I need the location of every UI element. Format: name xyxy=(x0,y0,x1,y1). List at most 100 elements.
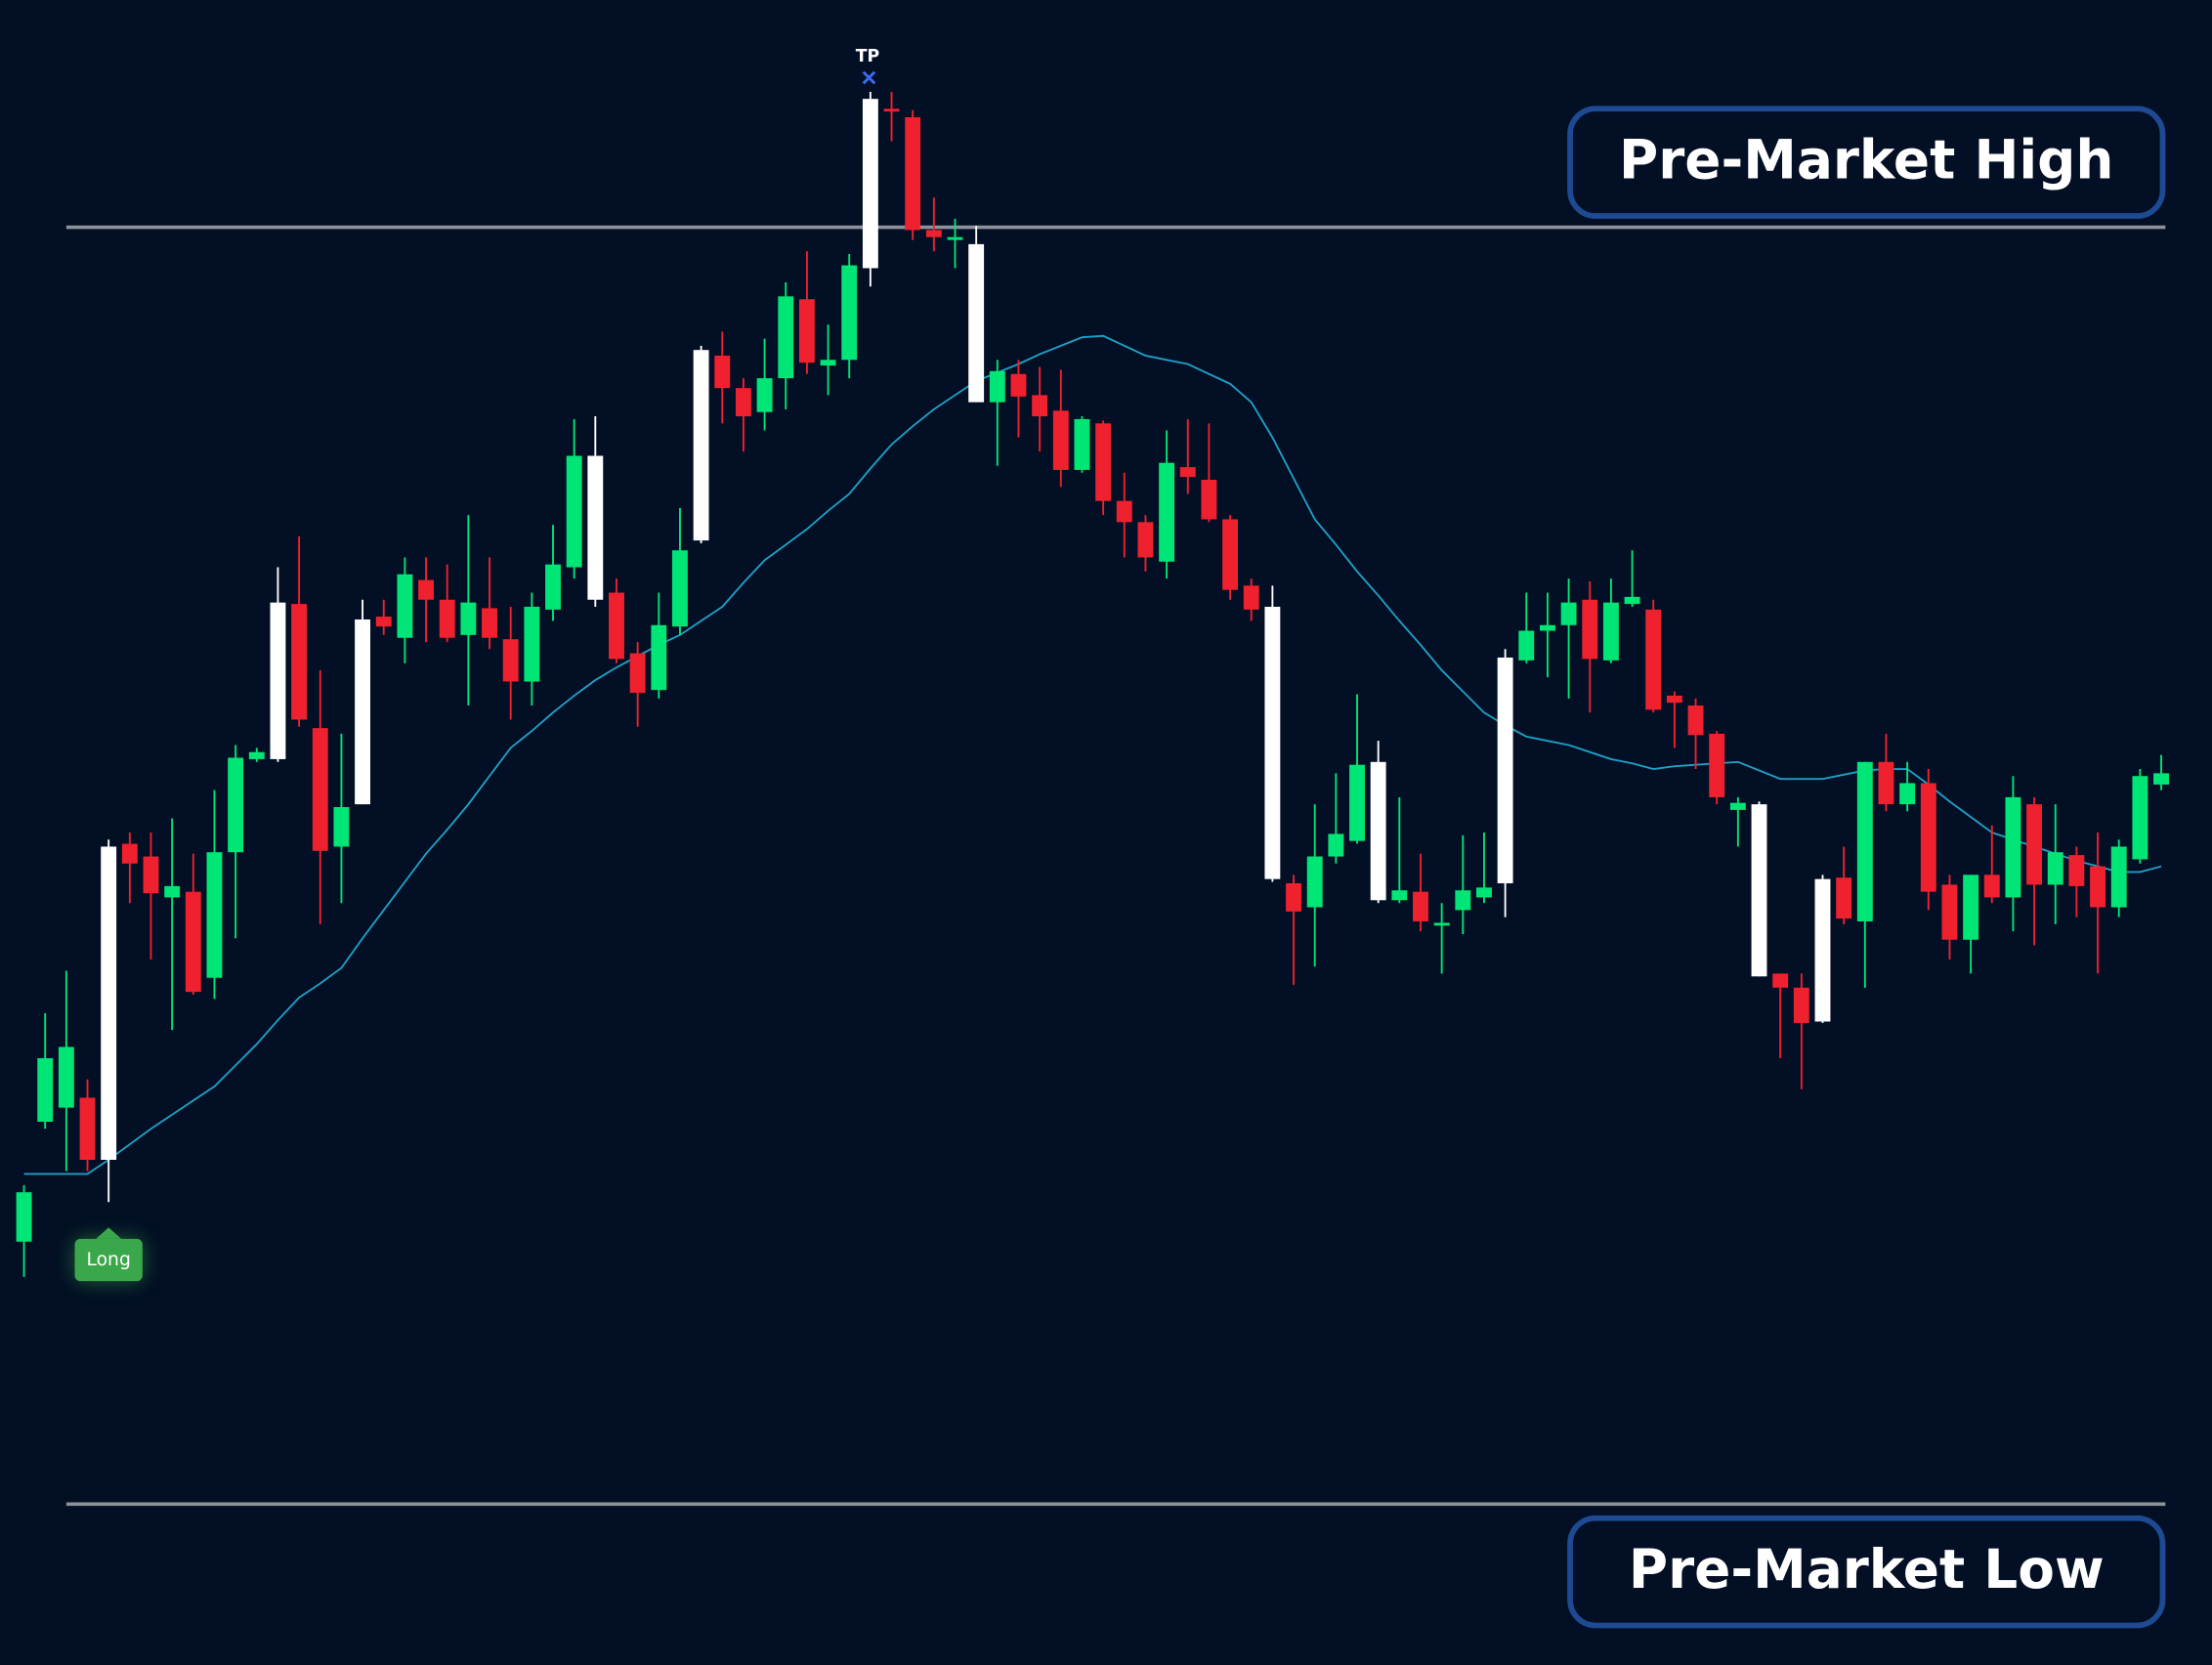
candle-body xyxy=(1624,596,1640,605)
level-box xyxy=(1567,106,2166,219)
candle-body xyxy=(1243,585,1259,610)
long-label: Long xyxy=(86,1250,130,1270)
moving-average xyxy=(23,334,2162,1175)
candle-body xyxy=(2090,866,2106,908)
candle-body xyxy=(101,846,117,1160)
candle-body xyxy=(460,602,477,635)
candle-body xyxy=(1560,602,1577,625)
candle-body xyxy=(1836,877,1852,919)
candle-body xyxy=(270,602,286,759)
candle-body xyxy=(37,1058,54,1122)
candle-body xyxy=(1095,423,1112,501)
candle-body xyxy=(968,243,985,403)
candle-body xyxy=(79,1097,96,1160)
candle-body xyxy=(1666,695,1682,704)
tp-marker xyxy=(862,70,876,85)
candle-body xyxy=(1010,373,1027,397)
candle-body xyxy=(1751,804,1767,977)
candle-body xyxy=(587,455,604,600)
candle-body xyxy=(1264,606,1281,879)
candle-body xyxy=(1306,856,1323,908)
candle-body xyxy=(355,619,371,805)
candle-body xyxy=(1687,705,1704,736)
candle-body xyxy=(2153,773,2169,785)
candle-body xyxy=(291,604,308,720)
candle-body xyxy=(1729,802,1746,810)
candle-body xyxy=(841,265,858,361)
candle-body xyxy=(693,350,709,541)
candle-body xyxy=(566,455,582,568)
candle-body xyxy=(735,388,751,417)
candle-body xyxy=(1413,891,1428,921)
candle-body xyxy=(947,236,963,240)
candle-body xyxy=(545,564,561,610)
candle-body xyxy=(862,99,878,269)
candle-body xyxy=(1602,602,1619,661)
level-box xyxy=(1567,1515,2166,1629)
candle-body xyxy=(651,624,667,691)
candle-body xyxy=(1539,624,1555,631)
candle-body xyxy=(1328,833,1344,857)
candle-body xyxy=(1709,733,1725,797)
candle-body xyxy=(2005,796,2021,898)
candle-body xyxy=(1137,522,1154,558)
candle-body xyxy=(418,579,434,600)
candle-body xyxy=(1433,922,1450,926)
candle-body xyxy=(1856,761,1873,921)
candle-body xyxy=(2068,855,2085,886)
candle-body xyxy=(1497,657,1513,883)
candle-body xyxy=(16,1192,32,1242)
candle-body xyxy=(1920,783,1936,892)
candle-body xyxy=(798,299,815,363)
candle-body xyxy=(439,599,455,638)
candle-body xyxy=(58,1046,74,1108)
candle-body xyxy=(609,592,624,660)
candle-body xyxy=(1814,878,1831,1022)
candle-body xyxy=(1878,761,1894,805)
candle-body xyxy=(228,757,244,853)
candle-body xyxy=(1032,395,1048,417)
candle-body xyxy=(1370,761,1386,901)
candle-body xyxy=(925,230,942,237)
candle-body xyxy=(1455,890,1471,911)
candle-body xyxy=(143,856,159,894)
candle-body xyxy=(1899,783,1916,805)
level-label: Pre-Market Low xyxy=(1629,1538,2105,1601)
candle-body xyxy=(164,885,181,898)
candle-body xyxy=(1286,882,1301,912)
candle-body xyxy=(1052,410,1069,470)
candle-body xyxy=(1391,890,1408,901)
candle-body xyxy=(714,355,731,389)
candle-body xyxy=(502,639,519,682)
candle-body xyxy=(2110,846,2127,908)
candle-body xyxy=(756,378,773,412)
candle-body xyxy=(1793,987,1809,1023)
candle-body xyxy=(1983,875,2000,898)
candle-body xyxy=(1222,519,1239,590)
candle-body xyxy=(121,843,138,864)
candle-body xyxy=(1201,480,1217,520)
candle-body xyxy=(375,617,392,627)
candle-body xyxy=(2132,776,2148,860)
candle-body xyxy=(672,550,688,627)
candle-body xyxy=(1074,418,1090,470)
candle-body xyxy=(1772,973,1789,988)
candle-body xyxy=(989,370,1005,403)
candle-body xyxy=(2047,852,2063,885)
candle-body xyxy=(397,574,413,638)
candle-body xyxy=(1179,467,1196,478)
level-label: Pre-Market High xyxy=(1619,129,2114,192)
candle-body xyxy=(905,116,921,231)
long-badge xyxy=(74,1238,143,1282)
candle-body xyxy=(185,891,201,993)
candle-body xyxy=(1159,462,1175,562)
candle-body xyxy=(524,606,540,682)
candle-body xyxy=(2026,804,2043,885)
long-arrow xyxy=(96,1227,122,1239)
candle-body xyxy=(206,852,223,978)
tp-label: TP xyxy=(856,47,880,66)
candle-body xyxy=(333,807,350,847)
candle-body xyxy=(312,728,328,851)
